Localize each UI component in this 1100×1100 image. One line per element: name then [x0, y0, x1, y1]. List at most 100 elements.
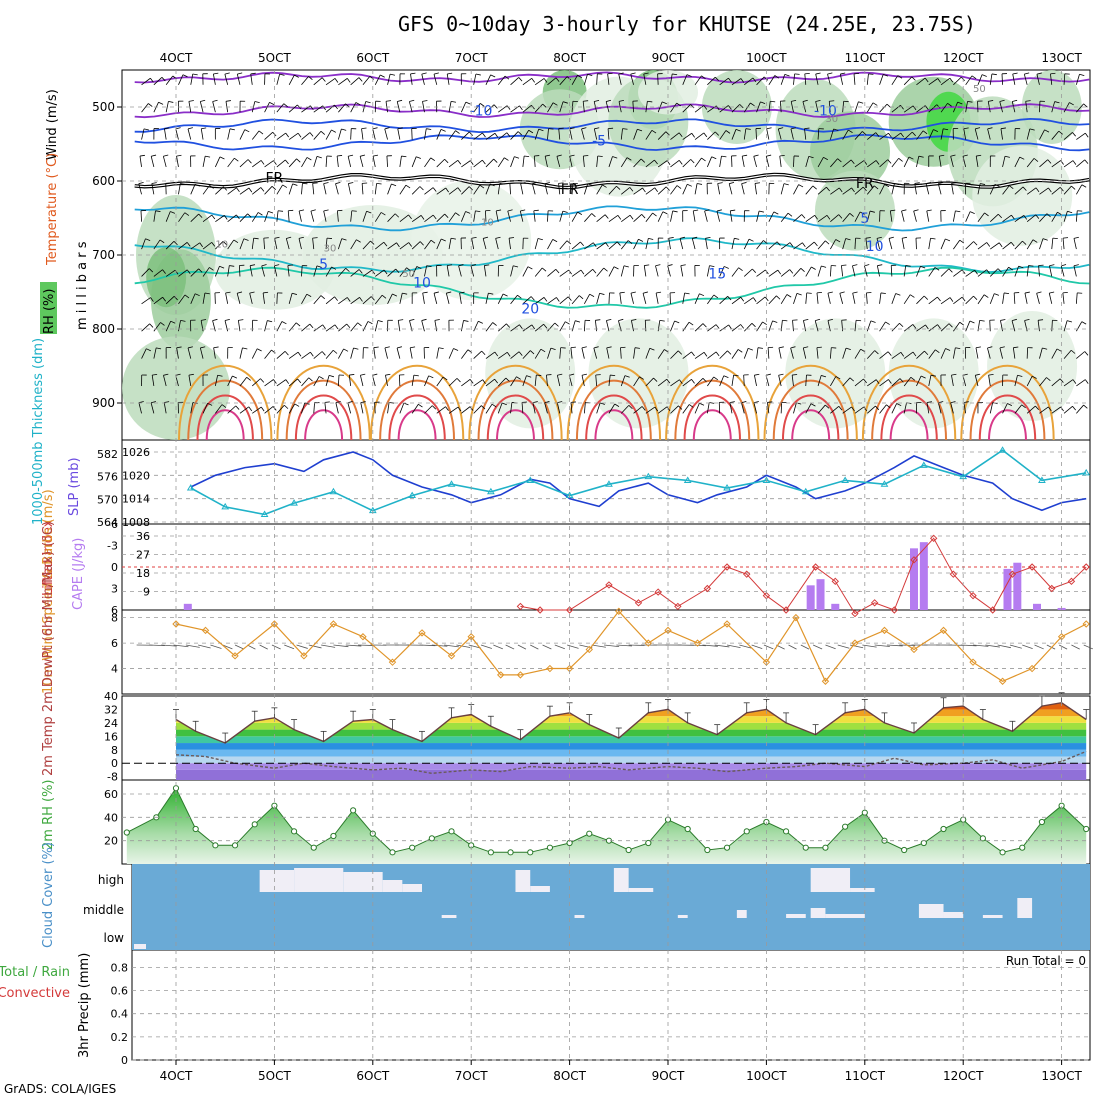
wind-barb-flag — [1033, 158, 1039, 162]
wind-barb — [531, 183, 536, 195]
cape-bar — [816, 579, 825, 610]
wind-barb-flag — [1046, 377, 1051, 381]
wind-barb — [670, 73, 673, 85]
wind-barb — [202, 242, 213, 250]
wind-barb — [544, 156, 548, 168]
wind-barb — [866, 292, 868, 304]
wind-barb-flag — [994, 293, 1000, 296]
wind-barb-flag — [709, 265, 715, 267]
wind-barb — [744, 77, 754, 86]
wind-barb — [239, 129, 246, 140]
wind-barb — [165, 101, 169, 113]
wind-barb-flag — [299, 209, 305, 212]
wind-barb — [473, 103, 481, 113]
wind-barb — [285, 238, 290, 250]
high-cloud-bar — [382, 880, 403, 892]
wind-barb-flag — [488, 292, 494, 295]
wind-barb-flag — [577, 74, 583, 79]
wind-barb — [965, 269, 975, 277]
wind-barb — [163, 375, 167, 387]
cloud-layer-label: middle — [83, 903, 124, 917]
wind-barb-flag — [888, 132, 892, 138]
wind-barb — [348, 375, 352, 387]
wind-barb — [141, 268, 150, 277]
wind-barb-flag — [150, 78, 154, 83]
wind-barb — [310, 210, 315, 222]
wind-barb-flag — [951, 373, 957, 376]
wind-barb — [350, 239, 357, 250]
wind-barb-flag — [1028, 265, 1034, 267]
wind-barb-flag — [198, 213, 203, 218]
wind-barb — [1002, 185, 1010, 195]
wind-barb-flag — [1044, 129, 1050, 133]
warm-isotherm-arc — [585, 394, 643, 441]
wind-barb — [938, 156, 942, 168]
isotherm-label: -10 — [814, 104, 837, 120]
lifted-index-point — [743, 570, 751, 578]
wind-barb-flag — [862, 186, 867, 192]
wind-barb — [547, 297, 557, 305]
high-cloud-bar — [628, 888, 654, 892]
wind-barb-flag — [457, 160, 462, 165]
wind-barb — [928, 78, 938, 86]
wind-barb — [165, 75, 174, 86]
wind-barb — [657, 73, 659, 85]
warm-isotherm-arc — [178, 364, 273, 441]
wind-barb-flag — [790, 127, 796, 130]
wind-barb-flag — [899, 322, 904, 328]
wind-barb-flag — [570, 346, 576, 349]
wind-barb — [534, 348, 542, 359]
wind-barb-flag — [168, 101, 174, 103]
wind-barb-flag — [145, 238, 151, 241]
wind-barb-flag — [229, 128, 235, 131]
cape-tick-label: 36 — [136, 530, 150, 543]
wind-barb — [1026, 376, 1033, 387]
wind-barb — [571, 295, 580, 305]
wind-barb — [1063, 405, 1073, 414]
x-tick-label-bottom: 12OCT — [943, 1069, 984, 1083]
thickness-panel-frame — [121, 439, 1091, 525]
wind-barb-flag — [1035, 187, 1040, 193]
wind-barb — [1051, 212, 1058, 222]
cape-bar — [1013, 562, 1022, 610]
wind-barb — [313, 324, 323, 332]
wind-barb — [522, 77, 532, 86]
wind-barb — [817, 214, 828, 223]
thickness-point — [644, 472, 653, 480]
wind-barb-flag — [1083, 404, 1088, 409]
wind-barb-flag — [355, 102, 361, 106]
warm-isotherm-arc — [880, 394, 938, 441]
wind-barb — [1076, 132, 1086, 140]
mid-cloud-bar — [982, 915, 1003, 918]
isotherm-line — [134, 237, 1090, 273]
wind-barb — [830, 239, 837, 250]
wind-barb-flag — [851, 406, 855, 412]
rh-shade — [972, 145, 1073, 246]
wind-barb — [805, 241, 815, 250]
wind-barb — [1075, 74, 1080, 85]
wind-speed-point — [792, 613, 800, 622]
wind-barb-flag — [222, 241, 227, 246]
wind-barb-flag — [459, 291, 465, 294]
wind-tick-label: 6 — [111, 637, 118, 650]
wind-barb — [729, 210, 733, 222]
wind-barb-flag — [918, 155, 924, 158]
wind-speed-point — [723, 620, 731, 628]
wind-barb — [1050, 73, 1053, 85]
wind-barb-flag — [173, 296, 178, 301]
wind-barb-flag — [935, 349, 940, 354]
wind-barb — [768, 269, 779, 277]
rh-point — [901, 846, 908, 854]
wind-barb-flag — [446, 291, 452, 294]
wind-barb-flag — [1072, 132, 1076, 137]
wind-barb — [546, 374, 548, 387]
wind-barb-flag — [950, 401, 956, 404]
wind-barb — [448, 378, 458, 387]
wind-barb-flag — [697, 183, 703, 185]
wind-barb — [731, 129, 737, 140]
surface-wind-barb — [874, 644, 890, 647]
wind-barb — [522, 266, 529, 277]
wind-barb — [212, 320, 216, 332]
wind-barb-flag — [738, 267, 743, 272]
temp-tick-label: -8 — [107, 771, 118, 784]
